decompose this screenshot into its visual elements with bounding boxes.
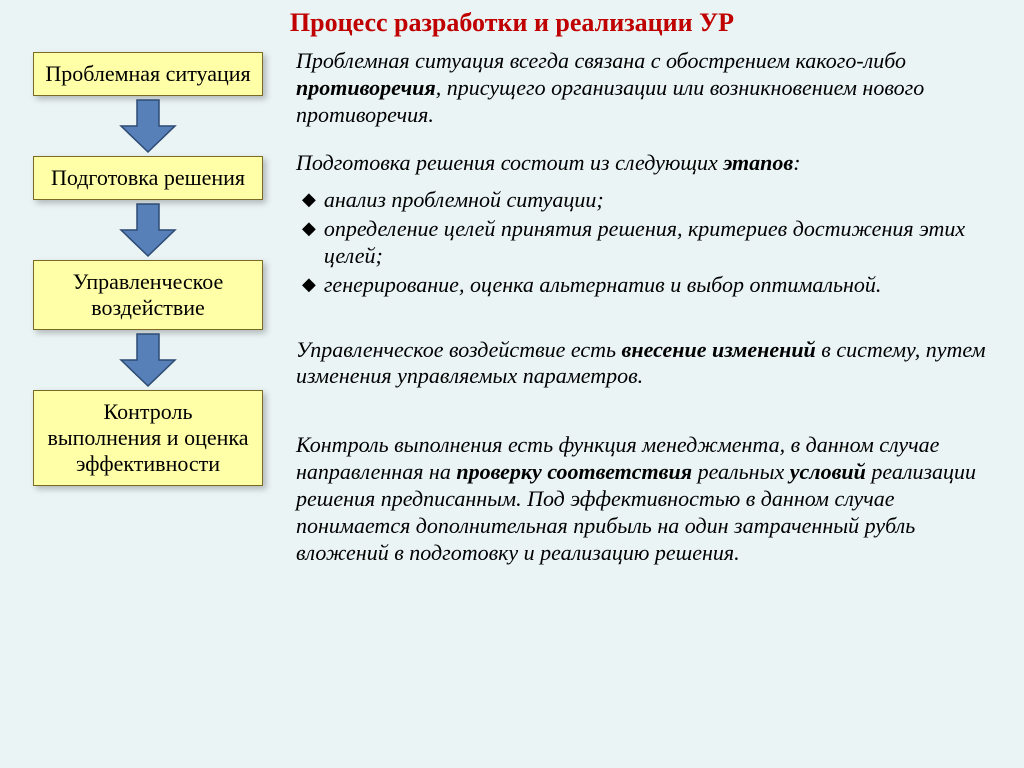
bullet-text: определение целей принятия решения, крит… [324,216,1006,270]
gap [296,134,1006,150]
flowchart-column: Проблемная ситуация Подготовка решения У… [18,48,278,572]
diamond-icon: ◆ [302,216,316,270]
flow-node-prepare: Подготовка решения [33,156,263,200]
flow-node-problem: Проблемная ситуация [33,52,263,96]
gap [296,309,1006,337]
arrow-down-icon [113,98,183,154]
flow-node-impact: Управленческое воздействие [33,260,263,330]
bullet-item: ◆ анализ проблемной ситуации; [302,187,1006,214]
arrow-down-icon [113,332,183,388]
bullet-item: ◆ генерирование, оценка альтернатив и вы… [302,272,1006,299]
description-column: Проблемная ситуация всегда связана с обо… [296,48,1006,572]
gap [296,396,1006,432]
arrow-down-icon [113,202,183,258]
content-grid: Проблемная ситуация Подготовка решения У… [18,48,1006,572]
diamond-icon: ◆ [302,272,316,299]
bullet-text: анализ проблемной ситуации; [324,187,604,214]
desc-prepare-intro: Подготовка решения состоит из следующих … [296,150,1006,177]
desc-problem: Проблемная ситуация всегда связана с обо… [296,48,1006,128]
desc-prepare-bullets: ◆ анализ проблемной ситуации; ◆ определе… [302,185,1006,300]
desc-impact: Управленческое воздействие есть внесение… [296,337,1006,391]
desc-control: Контроль выполнения есть функция менеджм… [296,432,1006,566]
bullet-item: ◆ определение целей принятия решения, кр… [302,216,1006,270]
bullet-text: генерирование, оценка альтернатив и выбо… [324,272,882,299]
page-title: Процесс разработки и реализации УР [18,8,1006,38]
flow-node-control: Контроль выполнения и оценка эффективнос… [33,390,263,486]
diamond-icon: ◆ [302,187,316,214]
